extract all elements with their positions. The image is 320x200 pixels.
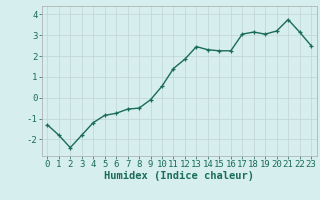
X-axis label: Humidex (Indice chaleur): Humidex (Indice chaleur)	[104, 171, 254, 181]
